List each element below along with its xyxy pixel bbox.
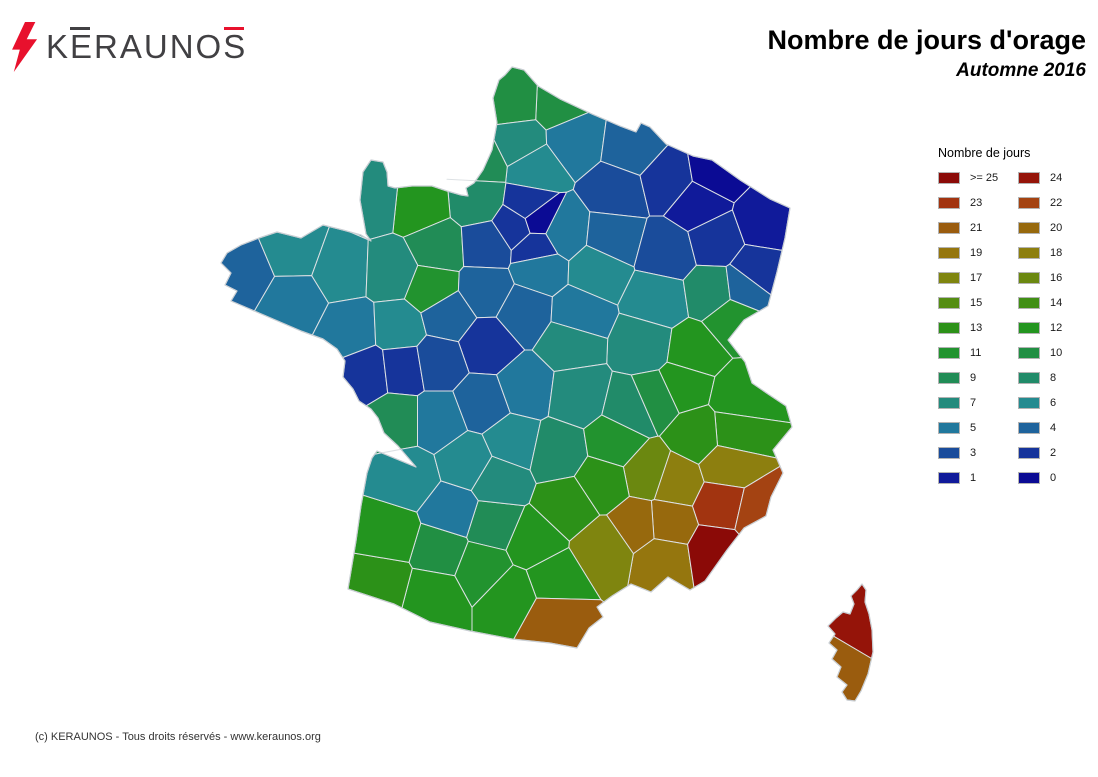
lightning-bolt-icon [12, 22, 38, 72]
legend-label-7: 7 [970, 397, 977, 409]
keraunos-logo: KERAUNOS [10, 22, 247, 72]
legend-label-20: 20 [1050, 222, 1063, 234]
logo-accent-bar-e [70, 27, 90, 30]
legend-label-6: 6 [1050, 397, 1057, 409]
legend-label-0: 0 [1050, 472, 1057, 484]
legend-label-18: 18 [1050, 247, 1063, 259]
logo-text: KERAUNOS [46, 28, 248, 65]
logo-text-wrap: KERAUNOS [46, 27, 248, 66]
legend-label-10: 10 [1050, 347, 1063, 359]
legend-label-23: 23 [970, 197, 983, 209]
legend-label-3: 3 [970, 447, 977, 459]
legend-swatch-24 [1018, 172, 1040, 184]
department-var [687, 524, 740, 589]
legend-swatch-9 [938, 372, 960, 384]
copyright-text: (c) KERAUNOS - Tous droits réservés - ww… [35, 731, 321, 743]
department-dordogne [433, 430, 493, 492]
legend-swatch-5 [938, 422, 960, 434]
coastline-outline [827, 583, 874, 702]
legend-swatch-6 [1018, 397, 1040, 409]
coastline-outline [220, 66, 793, 649]
legend-swatch-1 [938, 472, 960, 484]
legend-swatch-20 [1018, 222, 1040, 234]
legend-swatch-0 [1018, 472, 1040, 484]
legend-swatch-14 [1018, 297, 1040, 309]
legend-label-16: 16 [1050, 272, 1063, 284]
legend-label-21: 21 [970, 222, 983, 234]
logo-accent-bar-s [224, 27, 244, 30]
legend-label-22: 22 [1050, 197, 1063, 209]
legend-label-1: 1 [970, 472, 977, 484]
map-title: Nombre de jours d'orage [767, 25, 1086, 55]
legend-label-25: >= 25 [970, 172, 999, 184]
legend-swatch-21 [938, 222, 960, 234]
legend-label-24: 24 [1050, 172, 1063, 184]
legend-label-5: 5 [970, 422, 977, 434]
legend-swatch-4 [1018, 422, 1040, 434]
department-manche [349, 159, 398, 241]
legend-label-17: 17 [970, 272, 983, 284]
legend-swatch-2 [1018, 447, 1040, 459]
legend-swatch-11 [938, 347, 960, 359]
legend-label-2: 2 [1050, 447, 1057, 459]
legend-label-19: 19 [970, 247, 983, 259]
legend-swatch-13 [938, 322, 960, 334]
department-charente-maritime [365, 392, 418, 455]
legend-label-11: 11 [970, 347, 982, 359]
legend-swatch-12 [1018, 322, 1040, 334]
legend-label-8: 8 [1050, 372, 1057, 384]
legend-swatch-3 [938, 447, 960, 459]
legend-swatch-8 [1018, 372, 1040, 384]
map-subtitle: Automne 2016 [956, 59, 1086, 81]
legend-swatch-22 [1018, 197, 1040, 209]
legend-label-13: 13 [970, 322, 983, 334]
legend-swatch-23 [938, 197, 960, 209]
department-pas-de-calais [492, 66, 538, 126]
legend-swatch-19 [938, 247, 960, 259]
department-allier [531, 321, 609, 372]
legend-title: Nombre de jours [938, 146, 1031, 160]
legend-swatch-25 [938, 172, 960, 184]
legend-swatch-18 [1018, 247, 1040, 259]
legend-swatch-15 [938, 297, 960, 309]
legend-grid: >= 25 24 23 22 21 20 19 18 17 16 15 14 13 12 11 10 9 8 7 6 5… [938, 172, 1094, 484]
legend-label-9: 9 [970, 372, 977, 384]
legend-swatch-7 [938, 397, 960, 409]
legend-swatch-16 [1018, 272, 1040, 284]
legend-swatch-17 [938, 272, 960, 284]
legend-label-14: 14 [1050, 297, 1063, 309]
legend-swatch-10 [1018, 347, 1040, 359]
title-block: Nombre de jours d'orage Automne 2016 [767, 25, 1086, 82]
legend-label-15: 15 [970, 297, 983, 309]
legend-label-4: 4 [1050, 422, 1057, 434]
legend: Nombre de jours >= 25 24 23 22 21 20 19 18 17 16 1… [938, 146, 1094, 484]
legend-label-12: 12 [1050, 322, 1063, 334]
